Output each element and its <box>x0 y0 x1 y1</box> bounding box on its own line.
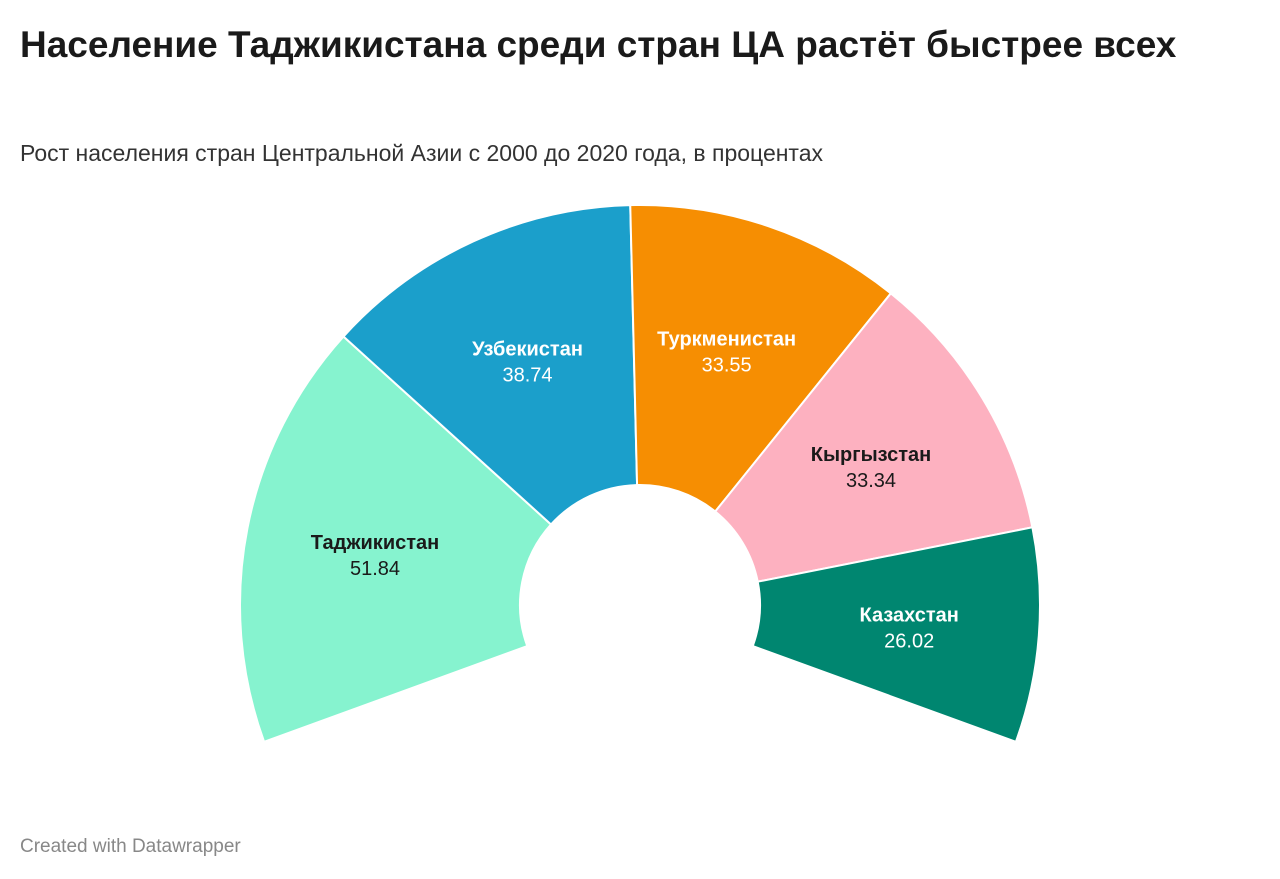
chart-title: Население Таджикистана среди стран ЦА ра… <box>20 24 1177 65</box>
chart-slices <box>239 204 1042 744</box>
chart-subtitle: Рост населения стран Центральной Азии с … <box>20 140 824 166</box>
slice-label-name-2: Туркменистан <box>657 328 796 350</box>
slice-label-name-1: Узбекистан <box>472 339 583 361</box>
slice-label-name-0: Таджикистан <box>311 532 439 554</box>
slice-label-value-0: 51.84 <box>350 558 400 580</box>
slice-label-value-4: 26.02 <box>884 631 934 653</box>
slice-label-name-3: Кыргызстан <box>811 444 931 466</box>
slice-2 <box>629 204 893 513</box>
slice-label-value-2: 33.55 <box>702 354 752 376</box>
slice-0 <box>239 335 553 744</box>
slice-label-name-4: Казахстан <box>860 605 959 627</box>
slice-4 <box>751 526 1042 744</box>
footer-credit: Created with Datawrapper <box>20 836 241 857</box>
slice-label-value-3: 33.34 <box>846 470 896 492</box>
slice-3 <box>713 291 1034 583</box>
slice-label-value-1: 38.74 <box>502 365 552 387</box>
slice-1 <box>342 204 639 526</box>
chart-labels: Таджикистан 51.84 Узбекистан 38.74 Туркменис… <box>311 328 959 652</box>
